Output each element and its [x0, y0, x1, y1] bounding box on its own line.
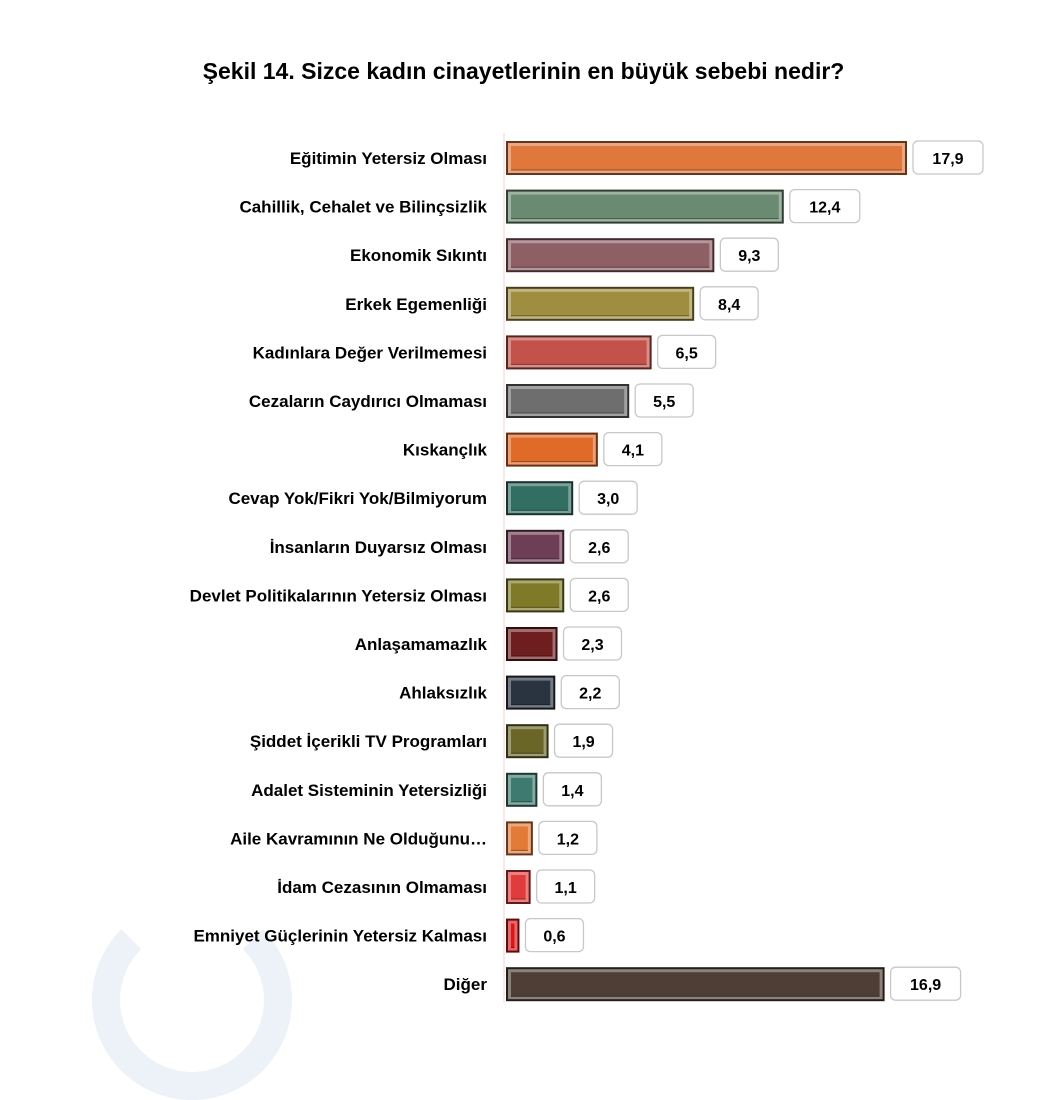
value-label-box	[578, 480, 638, 515]
bar	[506, 141, 907, 175]
value-label: 12,4	[809, 200, 840, 217]
bar	[506, 529, 565, 564]
value-label: 2,2	[579, 686, 601, 703]
bar-face	[511, 243, 710, 268]
bar-face	[511, 632, 553, 656]
value-label-box	[699, 286, 759, 321]
bar	[506, 675, 556, 710]
bar	[506, 724, 549, 759]
bar-face	[511, 291, 690, 316]
category-label: Diğer	[444, 975, 488, 994]
bar-face	[511, 826, 528, 851]
bar-face	[511, 534, 560, 559]
value-label: 0,6	[543, 929, 565, 946]
bar	[506, 627, 558, 661]
value-label: 2,6	[588, 588, 610, 605]
category-label: Emniyet Güçlerinin Yetersiz Kalması	[193, 927, 487, 946]
value-label: 2,3	[581, 637, 603, 654]
value-label-box	[719, 237, 779, 272]
value-label-box	[538, 820, 598, 856]
bar	[506, 189, 784, 224]
bar	[506, 238, 715, 273]
category-label: İnsanların Duyarsız Olması	[270, 538, 487, 557]
value-label-box	[634, 383, 694, 418]
bar-face	[511, 680, 551, 705]
value-label-box	[560, 674, 620, 710]
value-label: 1,1	[555, 880, 577, 897]
bar-face	[511, 583, 560, 608]
bar-face	[511, 923, 515, 948]
value-label: 16,9	[910, 977, 941, 994]
category-label: Şiddet İçerikli TV Programları	[250, 732, 487, 751]
bar-face	[511, 777, 533, 802]
value-label: 5,5	[653, 394, 675, 411]
bar	[506, 432, 598, 467]
value-label-box	[789, 188, 861, 224]
value-label-box	[569, 577, 629, 613]
bar-face	[511, 486, 569, 511]
value-label: 1,2	[557, 831, 579, 848]
bar	[506, 578, 565, 613]
value-label: 2,6	[588, 540, 610, 557]
value-label-box	[553, 723, 614, 758]
value-label-box	[542, 772, 603, 807]
value-label-box	[535, 869, 596, 904]
value-label-box	[603, 431, 663, 467]
bar-face	[511, 729, 544, 754]
bar-face	[511, 340, 647, 365]
bar-face	[511, 437, 593, 462]
chart-title: Şekil 14. Sizce kadın cinayetlerinin en …	[202, 58, 845, 84]
category-label: Ekonomik Sıkıntı	[350, 246, 487, 265]
value-label-box	[569, 529, 629, 564]
value-label: 3,0	[597, 491, 619, 508]
bar	[506, 918, 520, 953]
bar	[506, 870, 531, 904]
bar	[506, 481, 574, 516]
category-label: Erkek Egemenliği	[345, 295, 487, 314]
category-label: Anlaşamamazlık	[355, 635, 488, 654]
category-label: Kadınlara Değer Verilmemesi	[253, 343, 487, 362]
value-label: 4,1	[622, 443, 644, 460]
bar	[506, 821, 533, 856]
bar	[506, 772, 538, 807]
category-label: Kıskançlık	[403, 441, 488, 460]
value-label-box	[912, 140, 984, 175]
bar-face	[511, 875, 526, 899]
value-label: 9,3	[738, 248, 760, 265]
value-label: 17,9	[932, 151, 963, 168]
bar-face	[511, 972, 880, 997]
value-label-box	[889, 966, 962, 1001]
category-label: Cevap Yok/Fikri Yok/Bilmiyorum	[228, 489, 487, 508]
category-label: Aile Kavramının Ne Olduğunu…	[230, 829, 487, 848]
bar-face	[511, 146, 902, 170]
value-label: 1,9	[572, 734, 594, 751]
category-label: Cezaların Caydırıcı Olmaması	[249, 392, 487, 411]
value-label-box	[524, 917, 585, 953]
value-label: 1,4	[561, 783, 583, 800]
value-label: 6,5	[675, 345, 697, 362]
category-label: İdam Cezasının Olmaması	[277, 878, 487, 897]
bar-face	[511, 389, 625, 413]
bar	[506, 384, 630, 418]
category-label: Ahlaksızlık	[399, 684, 487, 703]
category-label: Eğitimin Yetersiz Olması	[290, 149, 487, 168]
value-label: 8,4	[718, 297, 740, 314]
bar-face	[511, 194, 779, 219]
bar	[506, 335, 652, 370]
category-label: Adalet Sisteminin Yetersizliği	[251, 781, 487, 800]
value-label-box	[562, 626, 623, 661]
category-label: Devlet Politikalarının Yetersiz Olması	[190, 586, 487, 605]
bar	[506, 286, 695, 321]
value-label-box	[656, 334, 717, 370]
category-label: Cahillik, Cehalet ve Bilinçsizlik	[239, 198, 487, 217]
bar	[506, 967, 885, 1002]
